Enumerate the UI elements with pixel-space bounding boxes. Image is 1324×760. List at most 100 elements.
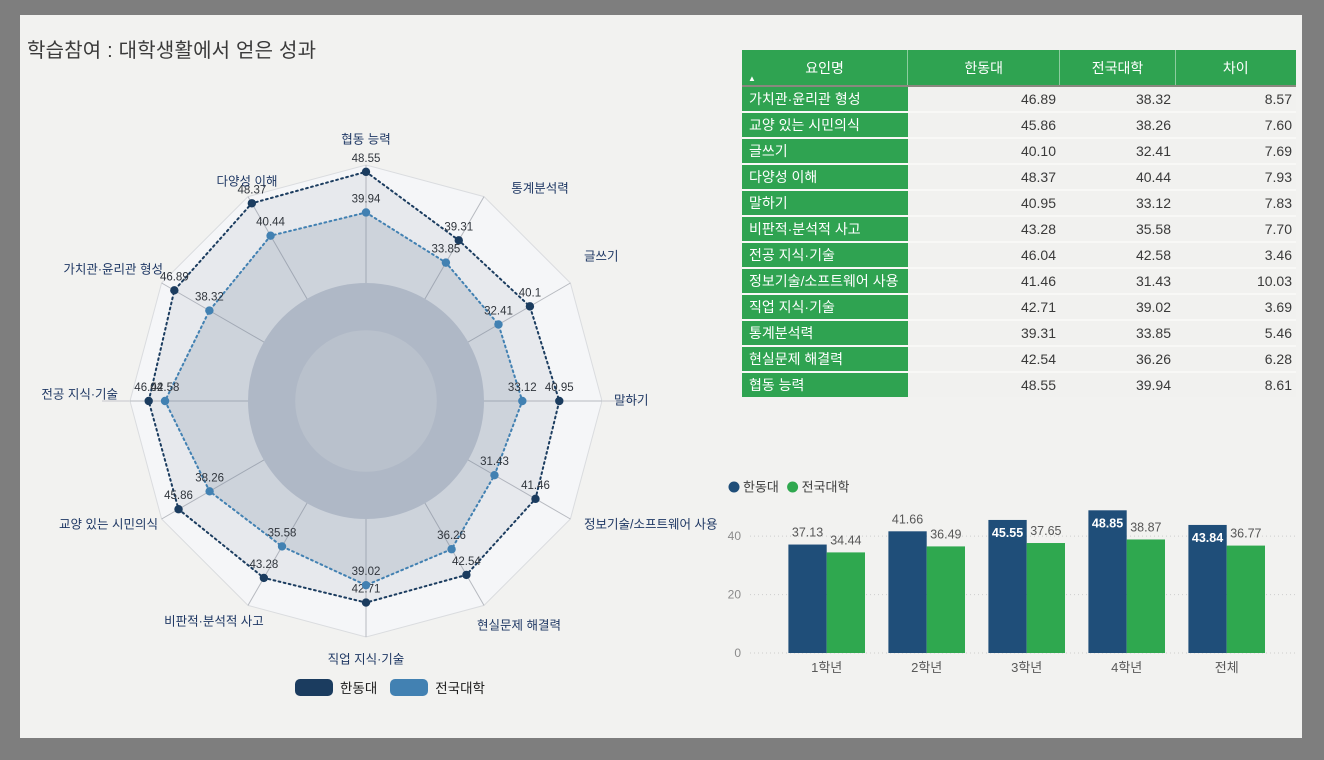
radar-point-handong[interactable]	[247, 199, 257, 208]
table-row[interactable]: 직업 지식·기술 42.71 39.02 3.69	[742, 295, 1296, 321]
radar-point-handong[interactable]	[531, 494, 540, 504]
table-row[interactable]: 현실문제 해결력 42.54 36.26 6.28	[742, 347, 1296, 373]
radar-area-handong	[148, 171, 560, 603]
radar-point-handong[interactable]	[555, 396, 564, 406]
radar-point-handong[interactable]	[462, 570, 471, 580]
table-row[interactable]: 글쓰기 40.10 32.41 7.69	[742, 139, 1296, 165]
sort-ascending-icon[interactable]: ▲	[748, 74, 756, 83]
row-handong-cell: 43.28	[908, 217, 1060, 241]
radar-value-label: 39.94	[352, 193, 381, 205]
header-label: 요인명	[805, 59, 844, 76]
radar-point-national[interactable]	[205, 306, 214, 315]
header-label: 전국대학	[1091, 59, 1144, 76]
bar-national-2학년[interactable]	[926, 546, 965, 653]
bar-legend-dot-national[interactable]	[787, 481, 799, 493]
bar-category-label: 1학년	[811, 660, 842, 675]
radar-point-handong[interactable]	[144, 396, 153, 406]
bar-value-label: 34.44	[830, 533, 861, 547]
row-handong-cell: 39.31	[908, 321, 1060, 345]
row-handong-cell: 46.89	[908, 87, 1060, 111]
factor-table[interactable]: 요인명 ▲ 한동대 전국대학 차이 가치관·윤리관 형성 46.89 38.32 8.57 교양…	[742, 50, 1296, 397]
row-handong-cell: 40.95	[908, 191, 1060, 215]
bar-value-label: 37.13	[792, 526, 823, 540]
bar-handong-3학년[interactable]	[988, 519, 1027, 653]
radar-grid-band-inner	[295, 330, 437, 472]
radar-point-handong[interactable]	[361, 598, 371, 607]
radar-point-handong[interactable]	[174, 505, 183, 514]
radar-axis-label: 전공 지식·기술	[41, 387, 118, 401]
radar-point-national[interactable]	[441, 258, 451, 267]
table-row[interactable]: 정보기술/소프트웨어 사용 41.46 31.43 10.03	[742, 269, 1296, 295]
table-row[interactable]: 통계분석력 39.31 33.85 5.46	[742, 321, 1296, 347]
row-diff-cell: 5.46	[1175, 321, 1296, 345]
table-row[interactable]: 협동 능력 48.55 39.94 8.61	[742, 373, 1296, 397]
radar-point-handong[interactable]	[259, 573, 269, 583]
row-handong-cell: 48.37	[908, 165, 1060, 189]
table-row[interactable]: 교양 있는 시민의식 45.86 38.26 7.60	[742, 113, 1296, 139]
bar-value-label: 41.66	[892, 512, 923, 526]
radar-value-label: 46.04	[134, 382, 163, 394]
radar-point-national[interactable]	[266, 231, 275, 240]
row-diff-cell: 7.60	[1175, 113, 1296, 137]
radar-axis-label: 말하기	[614, 393, 649, 407]
bar-handong-전체[interactable]	[1188, 524, 1227, 653]
table-row[interactable]: 말하기 40.95 33.12 7.83	[742, 191, 1296, 217]
radar-axis-label: 교양 있는 시민의식	[59, 517, 158, 531]
radar-value-label: 46.89	[160, 271, 189, 283]
bar-handong-1학년[interactable]	[788, 544, 827, 653]
radar-legend-item-national[interactable]: 전국대학	[390, 677, 485, 697]
radar-point-national[interactable]	[518, 396, 527, 406]
header-cell-2[interactable]: 전국대학	[1059, 50, 1175, 85]
bar-legend-dot-handong[interactable]	[728, 481, 740, 493]
bar-national-1학년[interactable]	[826, 552, 865, 653]
radar-value-label: 35.58	[268, 527, 297, 539]
bar-national-3학년[interactable]	[1026, 543, 1065, 653]
radar-value-label: 33.12	[508, 382, 537, 394]
bar-handong-2학년[interactable]	[888, 531, 927, 653]
table-row[interactable]: 전공 지식·기술 46.04 42.58 3.46	[742, 243, 1296, 269]
row-factor-cell: 다양성 이해	[742, 165, 908, 189]
radar-value-label: 40.95	[545, 382, 574, 394]
table-body[interactable]: 가치관·윤리관 형성 46.89 38.32 8.57 교양 있는 시민의식 45.86 3…	[742, 87, 1296, 397]
radar-point-national[interactable]	[160, 396, 170, 406]
legend-swatch-handong	[295, 678, 333, 696]
row-national-cell: 32.41	[1060, 139, 1175, 163]
radar-value-label: 40.1	[519, 287, 541, 299]
bar-handong-4학년[interactable]	[1088, 510, 1127, 653]
radar-legend-item-handong[interactable]: 한동대	[295, 677, 377, 697]
radar-point-handong[interactable]	[170, 286, 179, 295]
header-cell-3[interactable]: 차이	[1174, 50, 1296, 85]
row-national-cell: 40.44	[1060, 165, 1175, 189]
radar-point-handong[interactable]	[454, 236, 463, 245]
radar-point-handong[interactable]	[525, 302, 535, 311]
table-header-row[interactable]: 요인명 ▲ 한동대 전국대학 차이	[742, 50, 1296, 87]
radar-point-handong[interactable]	[361, 167, 371, 177]
header-cell-0[interactable]: 요인명 ▲	[742, 50, 908, 85]
radar-value-label: 42.58	[151, 382, 180, 394]
bar-national-4학년[interactable]	[1126, 539, 1165, 653]
header-cell-1[interactable]: 한동대	[907, 50, 1060, 85]
radar-point-national[interactable]	[490, 470, 499, 480]
radar-point-national[interactable]	[277, 542, 287, 551]
radar-point-national[interactable]	[494, 320, 503, 329]
row-handong-cell: 45.86	[908, 113, 1060, 137]
row-national-cell: 35.58	[1060, 217, 1175, 241]
radar-point-national[interactable]	[447, 545, 456, 554]
row-handong-cell: 40.10	[908, 139, 1060, 163]
radar-point-national[interactable]	[361, 580, 371, 590]
row-factor-cell: 현실문제 해결력	[742, 347, 908, 371]
row-factor-cell: 통계분석력	[742, 321, 908, 345]
table-row[interactable]: 비판적·분석적 사고 43.28 35.58 7.70	[742, 217, 1296, 243]
table-row[interactable]: 다양성 이해 48.37 40.44 7.93	[742, 165, 1296, 191]
row-factor-cell: 정보기술/소프트웨어 사용	[742, 269, 908, 293]
legend-swatch-national	[390, 678, 429, 696]
row-national-cell: 39.02	[1060, 295, 1175, 319]
table-row[interactable]: 가치관·윤리관 형성 46.89 38.32 8.57	[742, 87, 1296, 113]
radar-point-national[interactable]	[205, 487, 214, 496]
radar-axis-label: 협동 능력	[341, 132, 390, 146]
radar-point-national[interactable]	[361, 208, 371, 217]
radar-value-label: 42.54	[452, 556, 481, 568]
bar-national-전체[interactable]	[1226, 545, 1265, 653]
